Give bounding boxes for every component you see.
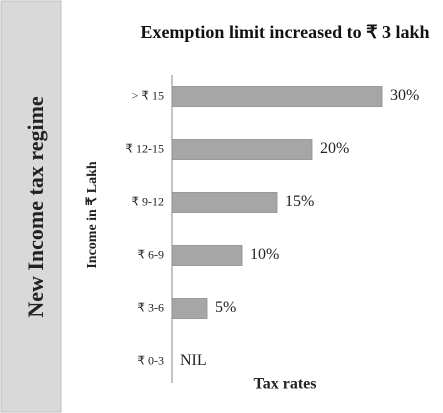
bar [171,139,313,160]
banner-box [0,0,62,413]
value-label: 15% [285,193,314,210]
chart-title: Exemption limit increased to ₹ 3 lakh [140,22,430,42]
y-tick-label: ₹ 9-12 [131,194,164,208]
value-label: 30% [390,87,419,104]
value-label: 10% [250,246,279,263]
value-label: 20% [320,140,349,157]
bar [171,298,208,319]
y-tick-label: ₹ 6-9 [137,247,164,261]
value-label: 5% [215,299,236,316]
value-label: NIL [180,352,207,369]
x-axis-label: Tax rates [254,376,317,393]
y-axis-label: Income in ₹ Lakh [85,161,100,269]
banner-text: New Income tax regime [23,96,48,318]
y-tick-label: ₹ 12-15 [125,141,164,155]
bar [171,245,243,266]
y-tick-label: ₹ 0-3 [137,353,164,367]
bar [171,192,278,213]
y-tick-label: ₹ 3-6 [137,300,164,314]
bar [171,86,383,107]
y-tick-label: > ₹ 15 [132,88,164,102]
